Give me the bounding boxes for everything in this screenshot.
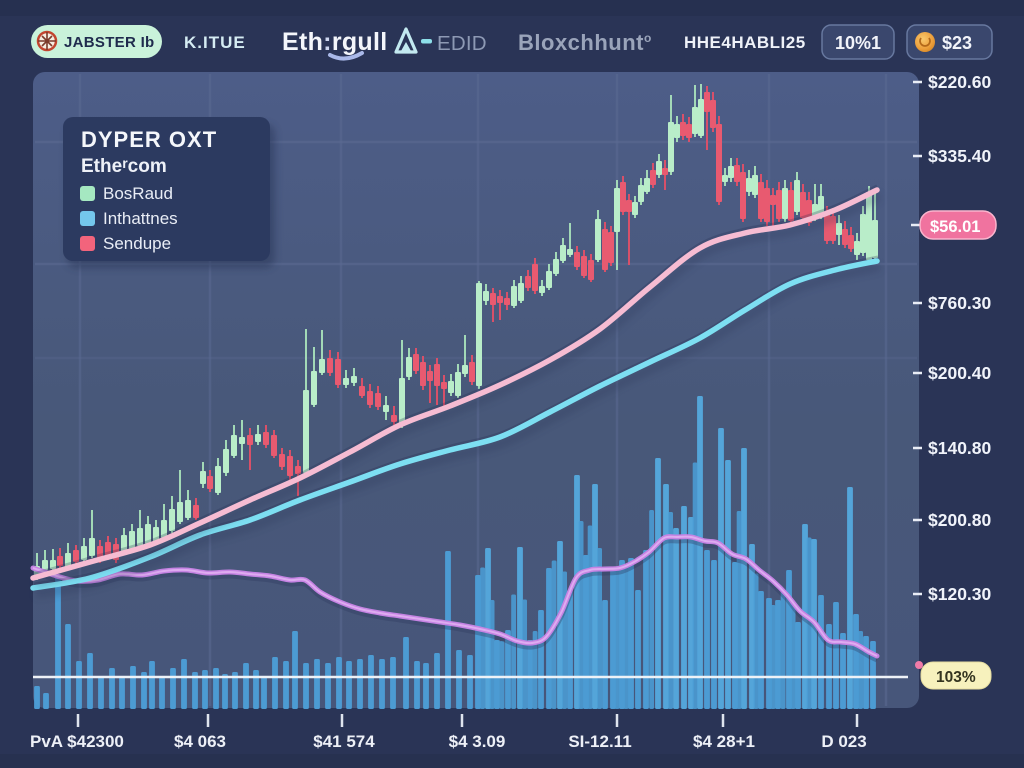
svg-text:103%: 103% (936, 669, 976, 686)
svg-text:$335.40: $335.40 (928, 146, 992, 166)
svg-text:Eth:rgull: Eth:rgull (282, 28, 387, 56)
svg-text:SI-12.11: SI-12.11 (568, 732, 631, 751)
svg-text:$41 574: $41 574 (313, 732, 375, 751)
svg-text:Bloxchhunto: Bloxchhunto (518, 30, 652, 55)
svg-text:10%1: 10%1 (835, 33, 881, 53)
svg-text:PvA $42300: PvA $42300 (30, 732, 124, 751)
svg-text:K.ITUE: K.ITUE (184, 33, 246, 52)
svg-text:D 023: D 023 (821, 732, 866, 751)
svg-text:$4 28+1: $4 28+1 (693, 732, 755, 751)
svg-text:$23: $23 (942, 33, 972, 53)
svg-text:Sendupe: Sendupe (103, 234, 171, 253)
svg-text:$120.30: $120.30 (928, 584, 992, 604)
svg-text:BosRaud: BosRaud (103, 184, 173, 203)
svg-text:$4 063: $4 063 (174, 732, 226, 751)
svg-text:$220.60: $220.60 (928, 72, 992, 92)
svg-text:Inthattnes: Inthattnes (103, 209, 178, 228)
svg-text:$760.30: $760.30 (928, 293, 992, 313)
svg-text:DYPER OXT: DYPER OXT (81, 127, 217, 152)
svg-text:HHE4HABLI25: HHE4HABLI25 (684, 33, 806, 52)
svg-text:$56.01: $56.01 (930, 218, 980, 236)
svg-text:EDID: EDID (437, 32, 487, 55)
svg-text:Ethercom: Ethercom (81, 155, 167, 177)
svg-text:$200.40: $200.40 (928, 363, 992, 383)
svg-text:$140.80: $140.80 (928, 438, 992, 458)
svg-text:$4 3.09: $4 3.09 (449, 732, 506, 751)
svg-text:$200.80: $200.80 (928, 510, 992, 530)
svg-text:JABSTER Ib: JABSTER Ib (64, 34, 155, 51)
